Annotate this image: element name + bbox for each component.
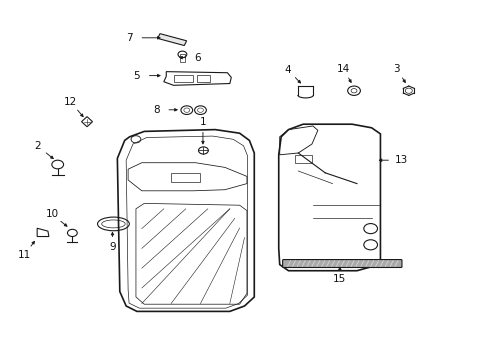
Text: 15: 15 [332,274,346,284]
Text: 6: 6 [194,53,201,63]
Text: 1: 1 [199,117,206,127]
Text: 14: 14 [336,64,349,74]
Text: 10: 10 [45,209,59,219]
Text: 11: 11 [18,250,31,260]
Text: 7: 7 [126,33,133,43]
Text: 8: 8 [153,105,160,115]
Text: 4: 4 [284,65,290,75]
Polygon shape [157,34,186,45]
Text: 3: 3 [393,64,399,74]
Text: 12: 12 [64,97,77,107]
Text: 5: 5 [133,71,140,81]
FancyBboxPatch shape [282,260,401,267]
Text: 9: 9 [109,242,116,252]
Text: 2: 2 [34,141,41,151]
Text: 13: 13 [393,155,407,165]
